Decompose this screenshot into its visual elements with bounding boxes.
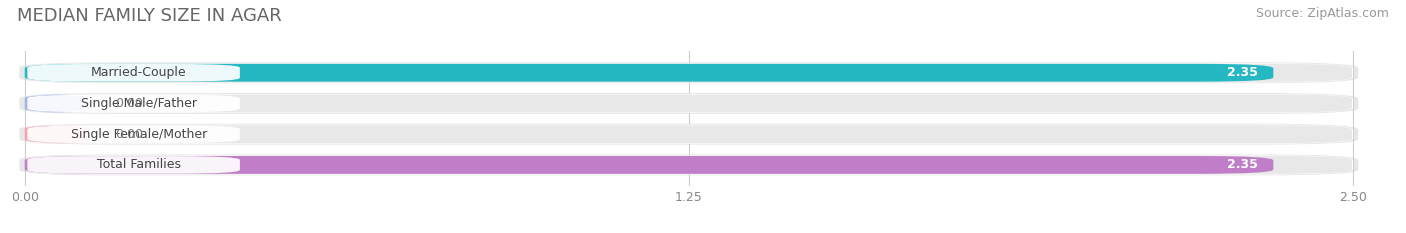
Text: 2.35: 2.35 — [1226, 158, 1257, 171]
Text: MEDIAN FAMILY SIZE IN AGAR: MEDIAN FAMILY SIZE IN AGAR — [17, 7, 281, 25]
FancyBboxPatch shape — [20, 124, 1358, 145]
Text: Married-Couple: Married-Couple — [91, 66, 187, 79]
Text: Total Families: Total Families — [97, 158, 181, 171]
FancyBboxPatch shape — [25, 64, 1353, 82]
FancyBboxPatch shape — [25, 64, 1274, 82]
FancyBboxPatch shape — [25, 155, 1353, 175]
FancyBboxPatch shape — [25, 125, 1353, 144]
FancyBboxPatch shape — [25, 94, 1353, 113]
FancyBboxPatch shape — [20, 154, 1358, 175]
FancyBboxPatch shape — [27, 125, 240, 143]
FancyBboxPatch shape — [25, 95, 89, 112]
FancyBboxPatch shape — [20, 93, 1358, 114]
FancyBboxPatch shape — [25, 156, 1353, 174]
FancyBboxPatch shape — [27, 64, 240, 82]
FancyBboxPatch shape — [27, 95, 240, 112]
Text: 2.35: 2.35 — [1226, 66, 1257, 79]
FancyBboxPatch shape — [25, 125, 89, 143]
Text: 0.00: 0.00 — [115, 128, 143, 141]
Text: Single Male/Father: Single Male/Father — [82, 97, 197, 110]
Text: 0.00: 0.00 — [115, 97, 143, 110]
FancyBboxPatch shape — [20, 62, 1358, 83]
FancyBboxPatch shape — [25, 156, 1274, 174]
FancyBboxPatch shape — [25, 125, 1353, 143]
Text: Single Female/Mother: Single Female/Mother — [70, 128, 207, 141]
Text: Source: ZipAtlas.com: Source: ZipAtlas.com — [1256, 7, 1389, 20]
FancyBboxPatch shape — [27, 156, 240, 174]
FancyBboxPatch shape — [25, 95, 1353, 112]
FancyBboxPatch shape — [25, 63, 1353, 82]
